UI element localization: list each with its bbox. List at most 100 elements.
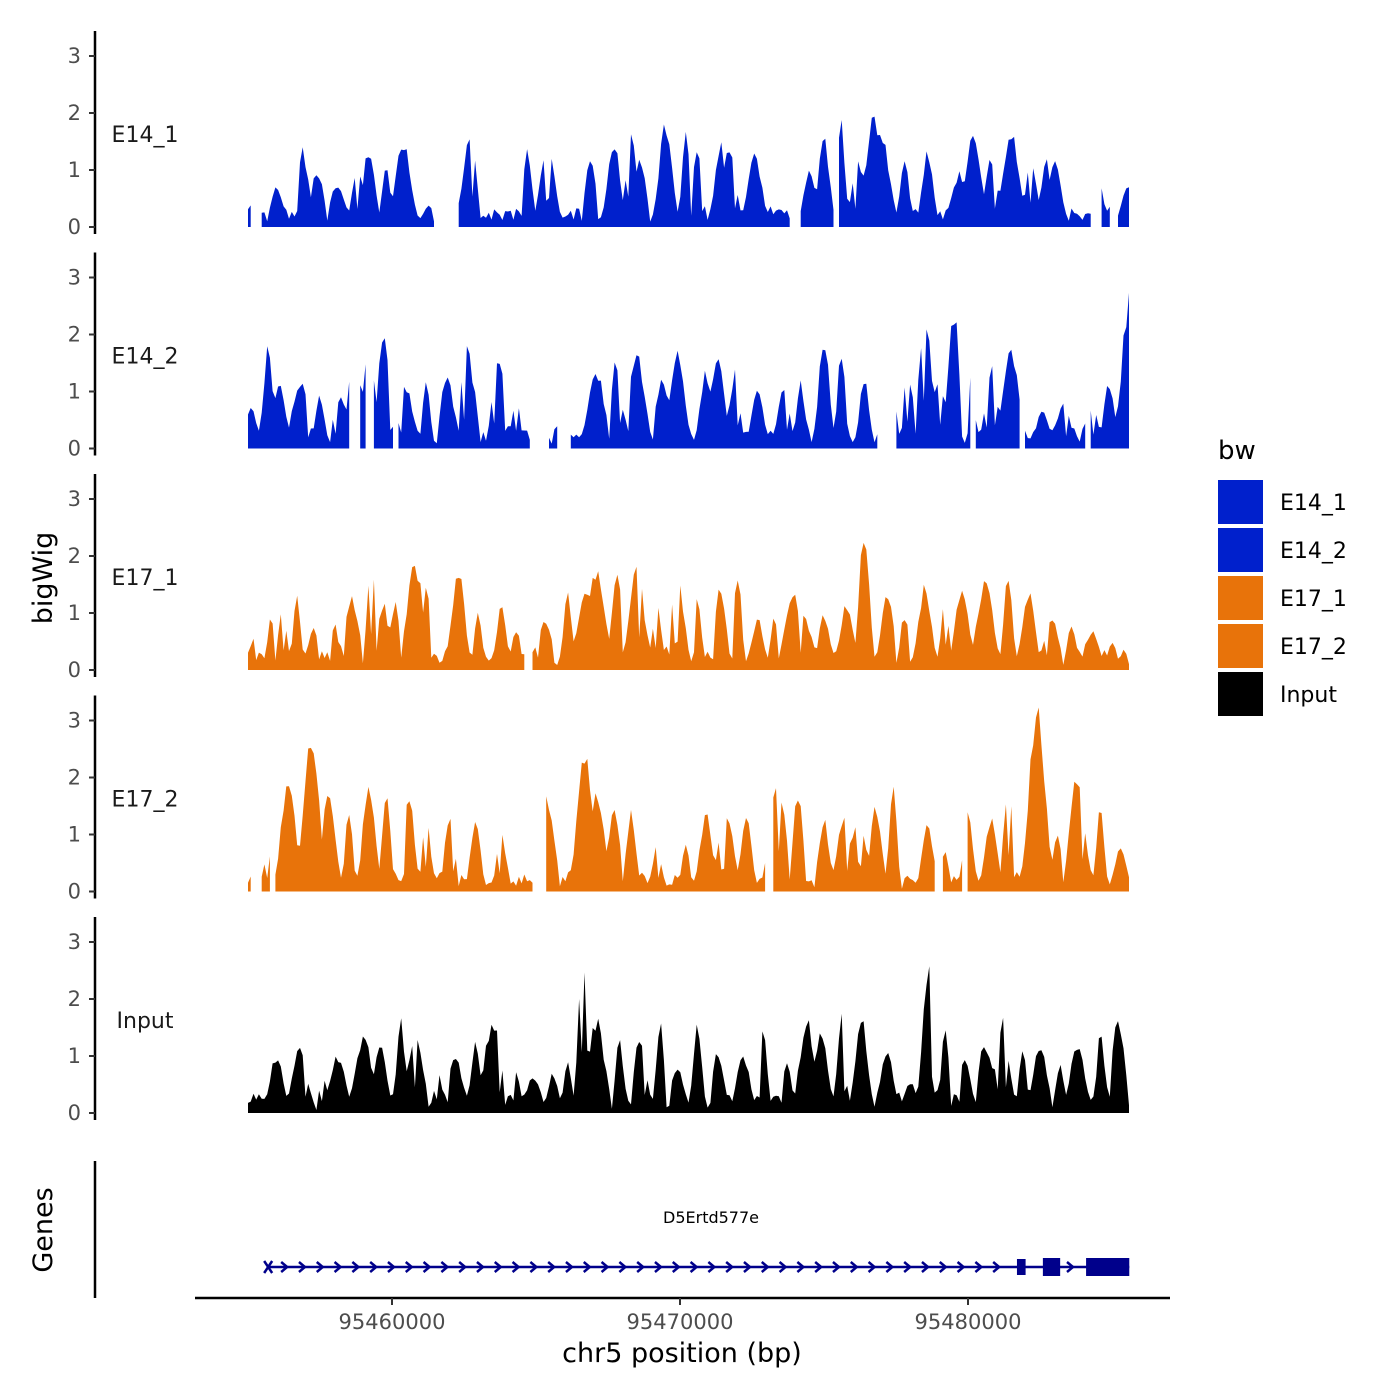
y-tick-label: 2 [68,101,81,125]
gene-start-mark [263,1260,274,1274]
legend-title: bw [1218,436,1256,466]
area-E14_1 [458,124,790,227]
y-tick-label: 3 [68,487,81,511]
strand-arrow [725,1261,735,1273]
strand-arrow [333,1261,343,1273]
area-E14_2 [398,346,530,449]
area-E14_2 [248,346,350,449]
y-tick-label: 1 [68,380,81,404]
strand-arrow [1066,1261,1075,1273]
legend-label-E14_1: E14_1 [1280,491,1347,516]
strand-arrow [600,1261,610,1273]
x-tick-label: 95460000 [339,1310,446,1334]
strand-arrow [654,1261,663,1273]
gene-exon [1042,1258,1061,1276]
area-E17_2 [773,786,935,892]
track-E14_2: 0 1 2 3 E14_2 [68,252,1129,461]
legend-key-E17_2 [1218,624,1263,668]
track-Input: 0 1 2 3 Input [68,917,1129,1125]
area-E17_1 [248,565,525,670]
strand-arrow [493,1261,503,1273]
y-tick-label: 1 [68,601,81,625]
area-E17_2 [261,856,270,892]
strand-arrow [760,1261,770,1273]
legend-label-Input: Input [1280,683,1337,708]
legend-key-E17_1 [1218,576,1263,620]
area-E14_2 [360,364,366,449]
strand-arrow [689,1261,699,1273]
track-E17_1: 0 1 2 3 E17_1 [68,474,1129,682]
y-tick-label: 1 [68,823,81,847]
y-tick-label: 0 [68,215,81,239]
legend-key-Input [1218,672,1263,716]
strand-arrow [903,1261,913,1273]
x-tick-label: 95470000 [627,1310,734,1334]
track-E14_1: 0 1 2 3 E14_1 [68,31,1129,239]
gene-panel-title: Genes [28,1187,59,1272]
strand-arrow [351,1261,361,1273]
area-E14_2 [896,322,971,449]
strand-arrow [280,1261,290,1273]
strand-arrow [387,1261,396,1273]
strand-arrow [867,1261,877,1273]
x-axis: 95460000 95470000 95480000 [195,1296,1170,1334]
gene-name-label: D5Ertd577e [663,1208,759,1227]
strand-arrow [458,1261,468,1273]
y-tick-label: 2 [68,987,81,1011]
legend-key-E14_1 [1218,480,1263,524]
area-E14_2 [549,426,558,449]
strand-arrow [476,1261,485,1273]
track-label: E14_2 [112,345,179,370]
gene-panel: D5Ertd577e [93,1161,1130,1298]
strand-arrow [921,1261,930,1273]
area-E17_2 [942,852,963,892]
strand-arrow [636,1261,646,1273]
strand-arrow [404,1261,414,1273]
strand-arrow [832,1261,841,1273]
legend: bw E14_1 E14_2 E17_1 E17_2 Input [1218,436,1347,716]
area-E14_2 [975,349,1020,449]
strand-arrow [298,1261,307,1273]
track-label: E14_1 [112,123,179,148]
area-E17_2 [248,876,251,892]
strand-arrow [582,1261,592,1273]
area-E14_1 [1118,187,1129,227]
x-axis-title: chr5 position (bp) [562,1338,802,1369]
strand-arrow [849,1261,859,1273]
strand-arrow [743,1261,752,1273]
y-tick-label: 0 [68,880,81,904]
strand-arrow [707,1261,717,1273]
strand-arrow [547,1261,557,1273]
area-Input [248,966,1129,1113]
strand-arrow [938,1261,948,1273]
gene-exon [1016,1259,1026,1275]
track-label: Input [117,1009,174,1034]
y-tick-label: 3 [68,930,81,954]
strand-arrow [315,1261,325,1273]
y-tick-label: 2 [68,544,81,568]
strand-arrow [778,1261,788,1273]
strand-arrow [885,1261,895,1273]
area-E17_2 [967,707,1129,892]
strand-arrow [974,1261,984,1273]
area-E14_2 [1090,292,1129,449]
track-label: E17_1 [112,566,179,591]
area-E17_2 [546,758,766,892]
area-E14_1 [261,147,434,227]
y-axis-title: bigWig [28,532,59,625]
y-tick-label: 3 [68,709,81,733]
y-tick-label: 3 [68,266,81,290]
gene-exon [1086,1258,1130,1276]
area-E14_2 [570,349,878,449]
area-E17_1 [532,542,1129,670]
strand-arrow [618,1261,628,1273]
strand-arrow [422,1261,432,1273]
track-label: E17_2 [112,788,179,813]
area-E14_1 [800,138,834,227]
strand-arrow [671,1261,681,1273]
x-tick-label: 95480000 [915,1310,1022,1334]
area-E14_1 [839,116,1091,227]
legend-label-E17_2: E17_2 [1280,635,1347,660]
strand-arrow [565,1261,574,1273]
